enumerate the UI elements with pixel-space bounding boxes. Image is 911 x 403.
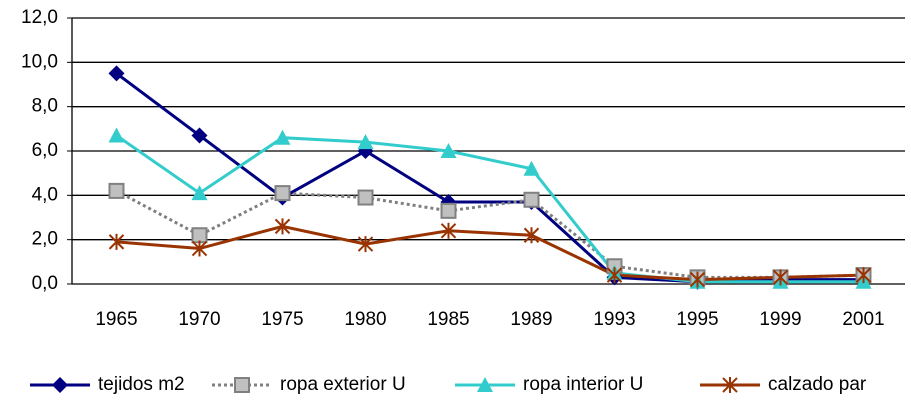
series-line <box>115 72 864 284</box>
y-tick-label: 2,0 <box>32 229 58 250</box>
point-marker <box>108 182 125 199</box>
point-marker <box>440 202 457 219</box>
point-marker <box>357 236 374 253</box>
legend-marker <box>234 377 250 393</box>
x-tick-label: 1980 <box>344 309 386 330</box>
x-tick-label: 1985 <box>427 309 469 330</box>
point-marker <box>274 185 291 202</box>
series-line <box>115 134 864 284</box>
x-tick-label: 1995 <box>676 309 718 330</box>
legend-marker <box>52 377 68 393</box>
point-marker <box>191 240 208 257</box>
legend-marker <box>477 377 493 392</box>
y-tick-label: 10,0 <box>21 51 58 72</box>
point-marker <box>523 160 540 176</box>
point-marker <box>274 129 291 145</box>
legend-marker <box>722 377 738 393</box>
point-marker <box>274 218 291 235</box>
point-marker <box>440 143 457 158</box>
point-marker <box>357 189 374 206</box>
x-tick-label: 1975 <box>261 309 303 330</box>
series-line <box>116 224 864 282</box>
legend-label: tejidos m2 <box>98 374 185 395</box>
legend-label: ropa exterior U <box>280 374 406 395</box>
y-tick-label: 8,0 <box>32 96 58 117</box>
y-tick-label: 6,0 <box>32 140 58 161</box>
legend-label: calzado par <box>768 374 867 395</box>
series-line <box>115 189 864 279</box>
x-tick-label: 2001 <box>842 309 884 330</box>
point-marker <box>191 227 208 244</box>
y-tick-label: 0,0 <box>32 273 58 294</box>
point-marker <box>606 267 623 284</box>
point-marker <box>357 134 374 150</box>
y-tick-label: 4,0 <box>32 184 58 205</box>
point-marker <box>772 269 789 286</box>
x-tick-label: 1993 <box>593 309 635 330</box>
point-marker <box>191 127 208 144</box>
point-marker <box>523 227 540 244</box>
x-tick-label: 1970 <box>178 309 220 330</box>
point-marker <box>108 65 125 82</box>
x-tick-label: 1989 <box>510 309 552 330</box>
point-marker <box>191 185 208 201</box>
y-tick-label: 12,0 <box>21 7 58 28</box>
point-marker <box>523 191 540 208</box>
x-tick-label: 1965 <box>95 309 137 330</box>
point-marker <box>855 267 872 284</box>
point-marker <box>108 127 125 143</box>
x-tick-label: 1999 <box>759 309 801 330</box>
point-marker <box>440 222 457 239</box>
point-marker <box>108 233 125 250</box>
legend-label: ropa interior U <box>523 374 643 395</box>
point-marker <box>689 271 706 288</box>
